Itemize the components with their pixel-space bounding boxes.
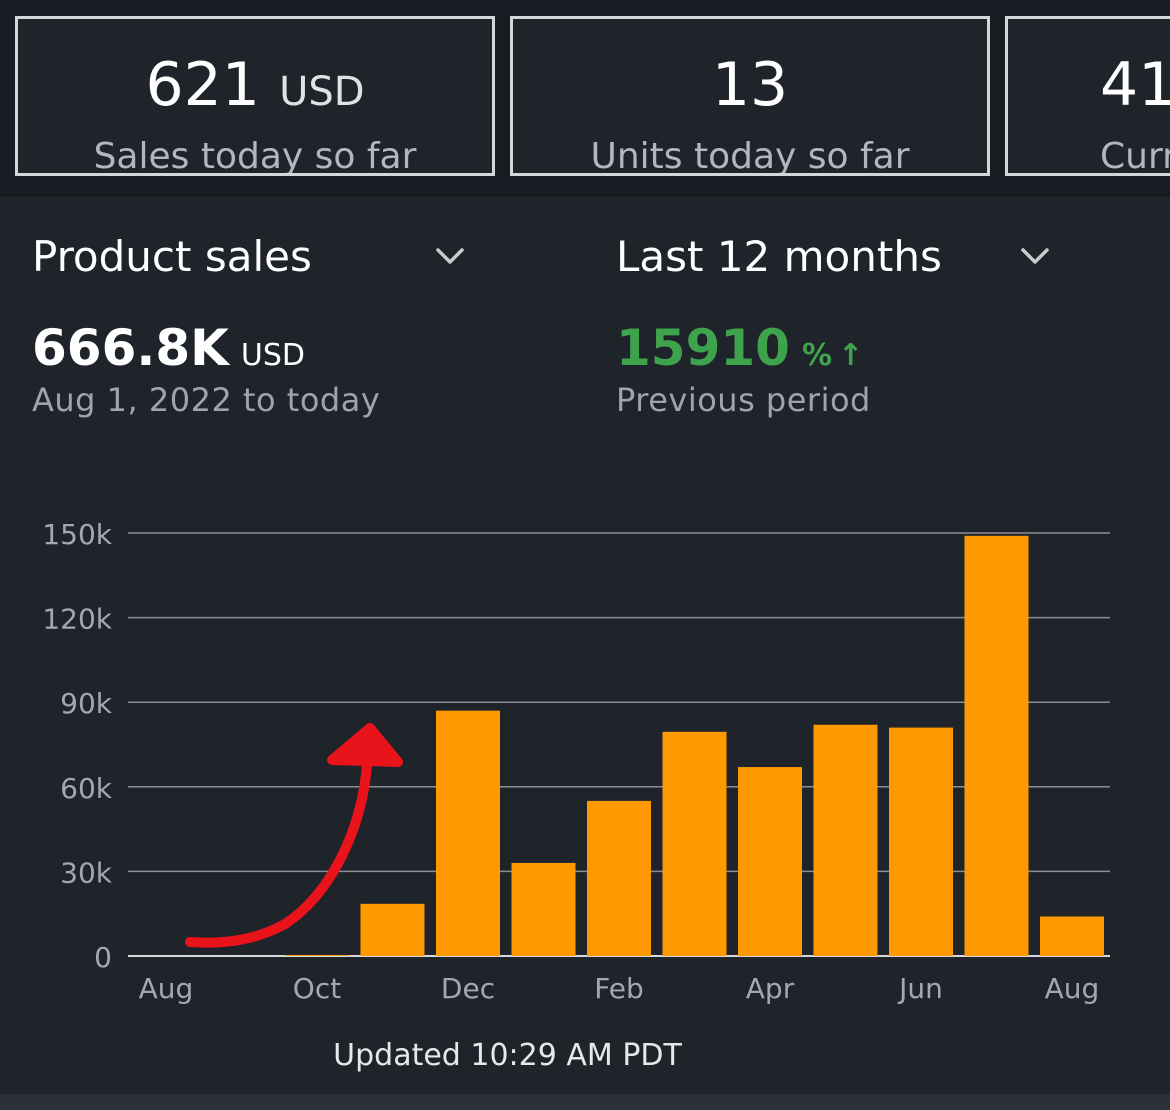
kpi-card-sales-today[interactable]: 621 USD Sales today so far [15,16,495,176]
x-tick-label: Dec [441,972,495,1005]
arrow-up-icon: ↑ [838,338,864,373]
chart-bar[interactable] [511,862,576,956]
chevron-down-icon[interactable] [1019,240,1051,272]
chart-bar[interactable] [587,800,651,956]
chart-bar[interactable] [662,731,727,956]
x-tick-label: Aug [1045,972,1100,1005]
period-change-label: Previous period [616,381,871,419]
kpi-value: 621 USD [145,50,365,120]
total-sales-value: 666.8K USD [32,319,306,377]
x-tick-label: Aug [139,972,194,1005]
chart-bar[interactable] [436,710,500,956]
divider [0,194,1170,196]
x-tick-label: Apr [746,972,795,1005]
chart-bar[interactable] [360,903,425,956]
kpi-value: 13 [711,50,789,120]
chart-bars [285,535,1104,956]
kpi-label: Sales today so far [93,136,417,176]
chart-bar[interactable] [813,724,878,956]
y-tick-label: 0 [94,941,112,974]
x-tick-label: Jun [897,972,943,1005]
x-tick-label: Feb [594,972,644,1005]
chart-bar[interactable] [964,535,1029,956]
x-tick-label: Oct [293,972,341,1005]
period-change-unit: % [801,338,833,373]
chart-y-axis: 0 30k 60k 90k 120k 150k [42,518,112,974]
y-tick-label: 60k [60,772,113,805]
chart-x-axis: Aug Oct Dec Feb Apr Jun Aug [139,972,1100,1005]
metric-dropdown-label[interactable]: Product sales [32,232,312,281]
date-range-label: Aug 1, 2022 to today [32,381,381,419]
y-tick-label: 90k [60,687,113,720]
chart-bar[interactable] [738,767,802,956]
chart-bar[interactable] [285,955,349,956]
y-tick-label: 30k [60,856,113,889]
chart-bar[interactable] [889,727,953,956]
total-sales-unit: USD [240,338,306,373]
sales-bar-chart: 0 30k 60k 90k 120k 150k Aug Oct Dec Feb Apr Jun Aug [42,518,1110,1005]
y-tick-label: 150k [42,518,112,551]
period-change-value: 15910% ↑ [616,319,864,377]
chevron-down-icon[interactable] [434,240,466,272]
last-updated-label: Updated 10:29 AM PDT [333,1038,682,1073]
bottom-bar [0,1094,1170,1110]
chart-bar[interactable] [1040,916,1104,956]
period-dropdown-label[interactable]: Last 12 months [616,232,942,281]
kpi-label: Units today so far [590,136,910,176]
y-tick-label: 120k [42,603,112,636]
kpi-card-units-today[interactable]: 13 Units today so far [510,16,990,176]
kpi-value: 41. [1100,50,1170,120]
kpi-label: Curr [1100,136,1170,176]
kpi-unit: USD [279,69,365,115]
annotation-arrow [185,723,403,948]
kpi-card-current[interactable]: 41. Curr [1005,16,1170,176]
